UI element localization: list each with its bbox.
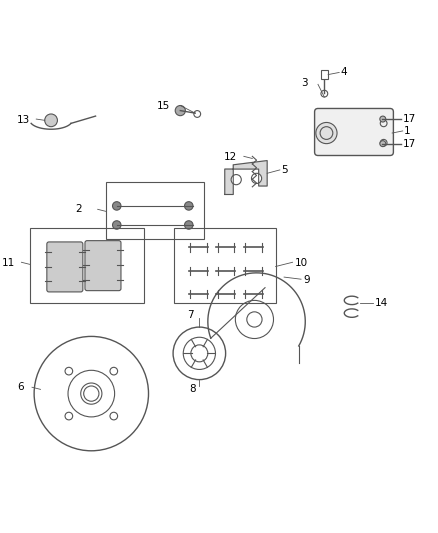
Text: 6: 6 [17, 382, 24, 392]
Text: 1: 1 [403, 126, 410, 136]
Circle shape [45, 114, 57, 127]
Bar [321, 70, 328, 79]
FancyBboxPatch shape [85, 241, 121, 290]
Text: 12: 12 [224, 152, 237, 162]
Text: 4: 4 [340, 68, 346, 77]
Text: 17: 17 [403, 114, 416, 124]
Circle shape [231, 175, 241, 185]
Text: 7: 7 [187, 310, 193, 320]
Text: 8: 8 [189, 384, 195, 394]
Circle shape [113, 221, 121, 229]
Text: 15: 15 [156, 101, 170, 110]
Polygon shape [225, 160, 267, 195]
Text: 14: 14 [375, 298, 389, 309]
Text: 2: 2 [75, 204, 82, 214]
Circle shape [380, 116, 386, 122]
Text: 17: 17 [403, 139, 416, 149]
FancyBboxPatch shape [314, 109, 393, 156]
Circle shape [251, 173, 261, 183]
Text: 9: 9 [303, 275, 310, 285]
Circle shape [175, 106, 185, 116]
Text: 13: 13 [17, 115, 30, 125]
Text: 3: 3 [301, 78, 307, 88]
Text: 11: 11 [2, 258, 15, 268]
Circle shape [316, 123, 337, 143]
Circle shape [184, 221, 193, 229]
Bar [106, 182, 204, 239]
Circle shape [113, 201, 121, 210]
FancyBboxPatch shape [47, 242, 83, 292]
Text: 5: 5 [281, 165, 287, 175]
Circle shape [184, 201, 193, 210]
Text: 10: 10 [295, 258, 308, 268]
Bar [174, 228, 276, 303]
Circle shape [380, 141, 386, 147]
Bar [30, 228, 144, 303]
